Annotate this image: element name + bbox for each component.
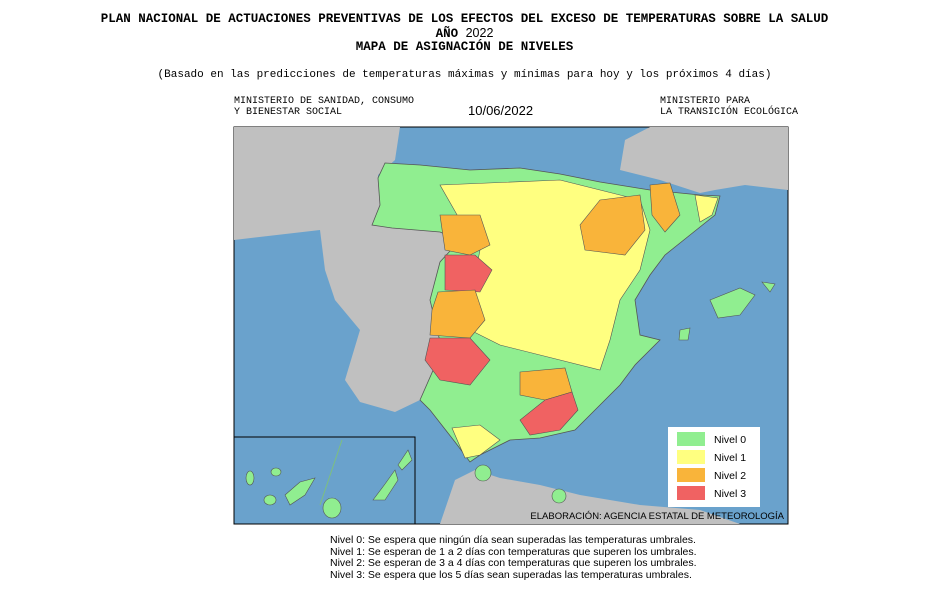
island [263,494,277,506]
legend-label: Nivel 0 [714,434,746,446]
mallorca [709,287,756,319]
year-label: AÑO [435,27,459,41]
right-org-1: MINISTERIO PARA [660,96,751,107]
region-nivel2 [439,214,491,256]
right-org-2: LA TRANSICIÓN ECOLÓGICA [660,107,799,118]
portugal [234,127,460,412]
title: PLAN NACIONAL DE ACTUACIONES PREVENTIVAS… [100,12,829,26]
island [322,497,342,519]
subtitle: (Basado en las predicciones de temperatu… [157,69,772,81]
note-line: Nivel 0: Se espera que ningún día sean s… [330,534,696,546]
map-title: MAPA DE ASIGNACIÓN DE NIVELES [355,40,574,54]
note-line: Nivel 2: Se esperan de 3 a 4 días con te… [330,557,697,569]
region-nivel1 [451,424,501,459]
melilla [551,488,567,504]
island [397,449,413,471]
inset-divider [319,439,343,506]
left-org-2: Y BIENESTAR SOCIAL [234,107,343,118]
notes: Nivel 0: Se espera que ningún día sean s… [330,534,697,581]
legend-swatch [677,450,705,464]
year: 2022 [465,26,494,40]
year-line: AÑO 2022 [0,26,929,41]
region-nivel3 [444,254,493,293]
menorca [761,281,776,293]
note-line: Nivel 3: Se espera que los 5 días sean s… [330,568,692,581]
island [245,470,255,486]
ibiza [678,327,691,341]
region-nivel1 [694,194,719,223]
legend-label: Nivel 2 [714,470,746,482]
canary-islands [245,449,413,519]
ceuta [474,464,492,482]
region-nivel3 [424,337,491,386]
island [270,467,282,477]
left-org-1: MINISTERIO DE SANIDAD, CONSUMO [234,96,415,107]
legend-label: Nivel 3 [714,488,746,500]
note-line: Nivel 1: Se esperan de 1 a 2 días con te… [330,545,697,558]
legend-swatch [677,432,705,446]
france [620,127,788,193]
island [372,469,399,501]
africa [440,470,740,524]
legend-label: Nivel 1 [714,452,746,464]
date: 10/06/2022 [468,103,534,118]
credit: ELABORACIÓN: AGENCIA ESTATAL DE METEOROL… [530,511,784,522]
legend-swatch [677,486,705,500]
legend-swatch [677,468,705,482]
region-nivel2 [649,182,681,233]
region-nivel3 [519,391,579,436]
region-nivel2 [579,194,646,256]
island [284,477,316,506]
